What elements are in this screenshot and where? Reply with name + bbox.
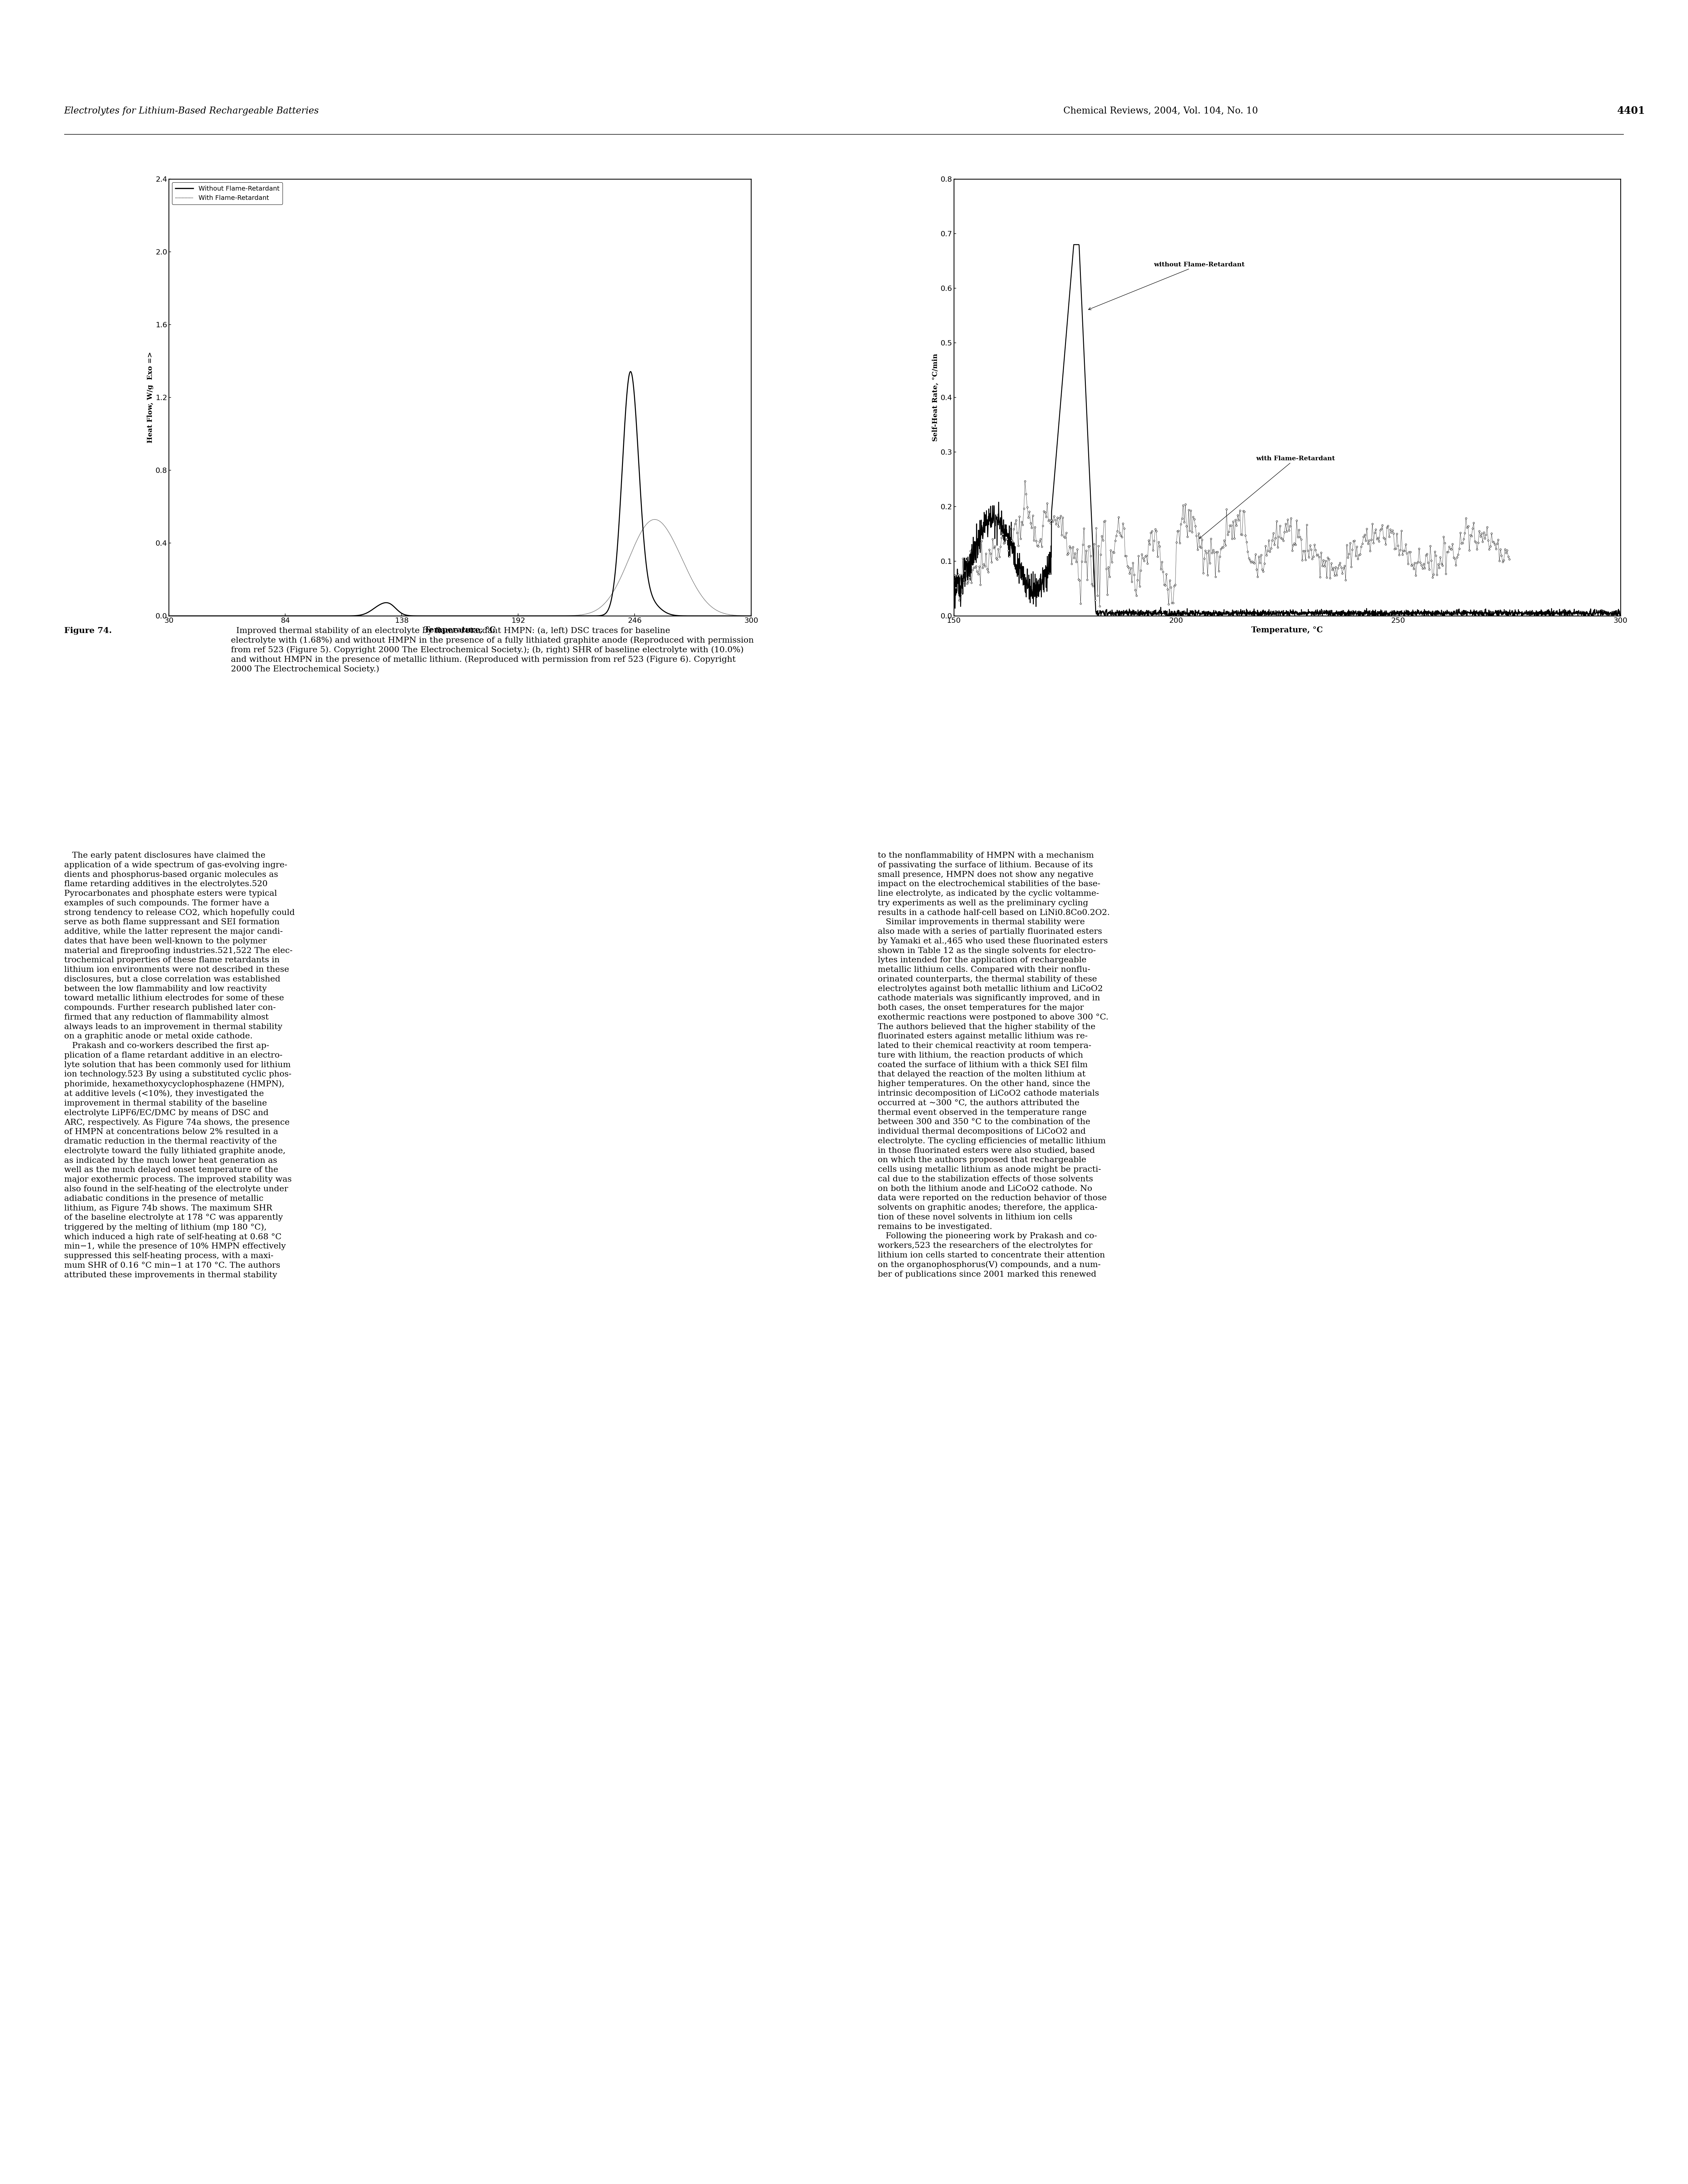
Y-axis label: Heat Flow, W/g  Exo =>: Heat Flow, W/g Exo => xyxy=(147,352,154,443)
Text: without Flame-Retardant: without Flame-Retardant xyxy=(1089,262,1244,310)
Text: to the nonflammability of HMPN with a mechanism
of passivating the surface of li: to the nonflammability of HMPN with a me… xyxy=(878,852,1109,1278)
Legend: Without Flame-Retardant, With Flame-Retardant: Without Flame-Retardant, With Flame-Reta… xyxy=(172,181,282,205)
Text: Figure 74.: Figure 74. xyxy=(64,627,111,636)
Text: Chemical Reviews, 2004, Vol. 104, No. 10: Chemical Reviews, 2004, Vol. 104, No. 10 xyxy=(1063,107,1258,116)
Text: Improved thermal stability of an electrolyte by flame retardant HMPN: (a, left) : Improved thermal stability of an electro… xyxy=(231,627,755,673)
X-axis label: Temperature, °C: Temperature, °C xyxy=(424,627,496,633)
Text: Electrolytes for Lithium-Based Rechargeable Batteries: Electrolytes for Lithium-Based Rechargea… xyxy=(64,107,319,116)
X-axis label: Temperature, °C: Temperature, °C xyxy=(1251,627,1323,633)
Text: The early patent disclosures have claimed the
application of a wide spectrum of : The early patent disclosures have claime… xyxy=(64,852,295,1280)
Y-axis label: Self-Heat Rate, °C/min: Self-Heat Rate, °C/min xyxy=(932,354,939,441)
Text: with Flame-Retardant: with Flame-Retardant xyxy=(1198,456,1335,539)
Text: 4401: 4401 xyxy=(1617,105,1646,116)
